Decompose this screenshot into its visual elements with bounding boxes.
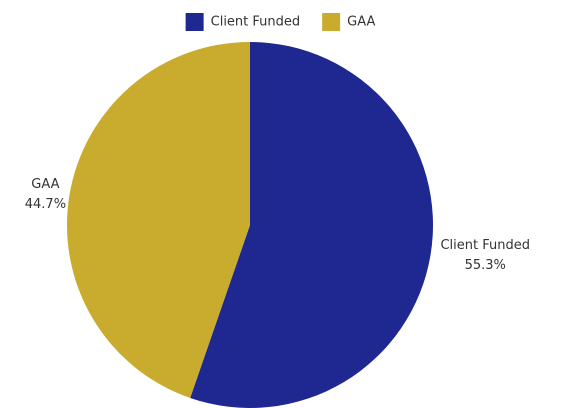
- slice-value-label: 55.3%: [465, 258, 506, 273]
- legend: Client Funded GAA: [185, 13, 375, 31]
- slice-label: GAA: [31, 177, 59, 192]
- legend-swatch: [322, 13, 341, 31]
- pie: Client Funded 55.3% GAA 44.7%: [25, 42, 530, 408]
- legend-label: Client Funded: [211, 15, 301, 30]
- pie-slice: [190, 42, 433, 408]
- pie-slice: [66, 42, 250, 398]
- legend-label: GAA: [347, 15, 375, 30]
- legend-swatch: [185, 13, 204, 31]
- slice-label: Client Funded: [440, 238, 530, 253]
- slice-value-label: 44.7%: [25, 197, 66, 212]
